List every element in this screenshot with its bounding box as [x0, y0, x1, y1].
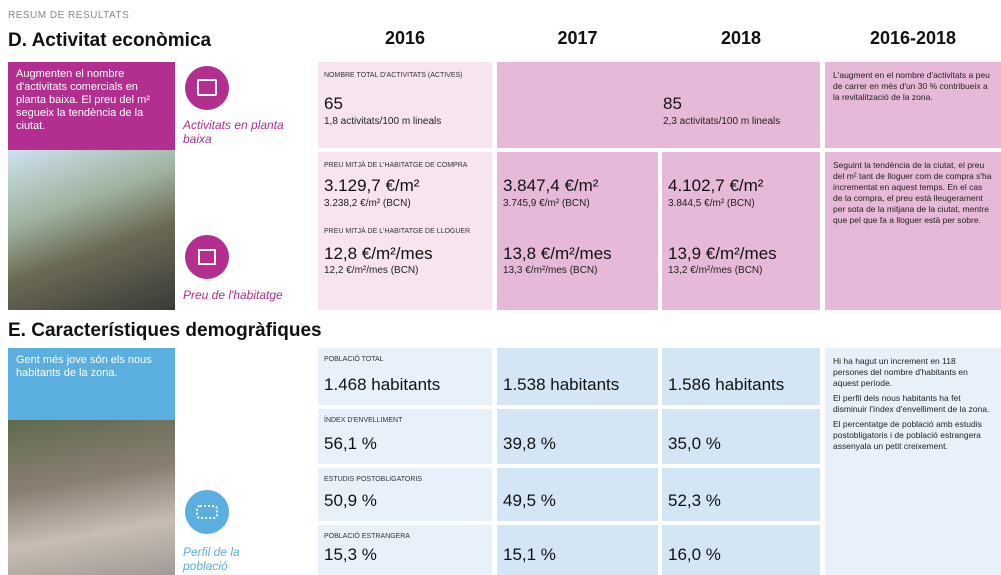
lbl: PREU MITJÀ DE L'HABITATGE DE COMPRA: [324, 162, 467, 169]
lbl: ESTUDIS POSTOBLIGATORIS: [324, 476, 422, 483]
icon: [185, 66, 229, 110]
note: Seguint la tendència de la ciutat, el pr…: [825, 152, 1001, 310]
main: 12,8 €/m²/mes: [324, 244, 433, 264]
div: [198, 249, 216, 265]
sub: 2,3 activitats/100 m lineals: [663, 116, 780, 127]
sec-title: D. Activitat econòmica: [8, 30, 211, 52]
lbl: PREU MITJÀ DE L'HABITATGE DE LLOGUER: [324, 228, 470, 235]
p: Seguint la tendència de la ciutat, el pr…: [833, 160, 993, 226]
main: 15,3 %: [324, 545, 377, 565]
col-head: 2018: [662, 28, 820, 49]
main: 4.102,7 €/m²: [668, 176, 763, 196]
sub: 13,3 €/m²/mes (BCN): [503, 265, 597, 276]
main: 50,9 %: [324, 491, 377, 511]
main: 49,5 %: [503, 491, 556, 511]
main: 39,8 %: [503, 434, 556, 454]
cell: ESTUDIS POSTOBLIGATORIS 50,9 %: [318, 468, 492, 521]
cell: ÍNDEX D'ENVELLIMENT 56,1 %: [318, 409, 492, 464]
page: RESUM DE RESULTATS D. Activitat econòmic…: [0, 0, 1001, 575]
kicker: RESUM DE RESULTATS: [8, 10, 129, 21]
lbl: ÍNDEX D'ENVELLIMENT: [324, 417, 402, 424]
sec-title: E. Característiques demogràfiques: [8, 320, 322, 342]
photo: [8, 150, 175, 310]
main: 1.468 habitants: [324, 375, 440, 395]
cell: 35,0 %: [662, 409, 820, 464]
sub: 13,2 €/m²/mes (BCN): [668, 265, 762, 276]
col-head: 2016: [318, 28, 492, 49]
lbl: NOMBRE TOTAL D'ACTIVITATS (actives): [324, 72, 463, 79]
main: 65: [324, 94, 343, 114]
main: 3.129,7 €/m²: [324, 176, 419, 196]
main: 1.538 habitants: [503, 375, 619, 395]
sub: 12,2 €/m²/mes (BCN): [324, 265, 418, 276]
cell: 15,1 %: [497, 525, 658, 575]
cell: 1.538 habitants: [497, 348, 658, 405]
main: 16,0 %: [668, 545, 721, 565]
main: 56,1 %: [324, 434, 377, 454]
topic: Preu de l'habitatge: [183, 288, 313, 302]
p: El percentatge de població amb estudis p…: [833, 419, 993, 452]
col-head: 2016-2018: [825, 28, 1001, 49]
lbl: POBLACIÓ ESTRANGERA: [324, 533, 410, 540]
cell: 52,3 %: [662, 468, 820, 521]
note: L'augment en el nombre d'activitats a pe…: [825, 62, 1001, 148]
main: 35,0 %: [668, 434, 721, 454]
main: 15,1 %: [503, 545, 556, 565]
cell: 1.586 habitants: [662, 348, 820, 405]
main: 13,8 €/m²/mes: [503, 244, 612, 264]
p: Hi ha hagut un increment en 118 persones…: [833, 356, 993, 389]
main: 1.586 habitants: [668, 375, 784, 395]
sub: 1,8 activitats/100 m lineals: [324, 116, 441, 127]
main: 52,3 %: [668, 491, 721, 511]
main: 13,9 €/m²/mes: [668, 244, 777, 264]
intro: Gent més jove són els nous habitants de …: [8, 348, 175, 420]
p: El perfil dels nous habitants ha fet dis…: [833, 393, 993, 415]
sub: 3.238,2 €/m² (BCN): [324, 198, 411, 209]
main: 3.847,4 €/m²: [503, 176, 598, 196]
div: [196, 505, 218, 519]
sub: 3.844,5 €/m² (BCN): [668, 198, 755, 209]
sub: 3.745,9 €/m² (BCN): [503, 198, 590, 209]
div: PREU MITJÀ DE L'HABITATGE DE COMPRA 3.12…: [318, 152, 492, 310]
div: 3.847,4 €/m² 3.745,9 €/m² (BCN) 13,8 €/m…: [497, 152, 658, 310]
intro: Augmenten el nombre d'activitats comerci…: [8, 62, 175, 150]
note: Hi ha hagut un increment en 118 persones…: [825, 348, 1001, 575]
icon: [185, 235, 229, 279]
cell: 49,5 %: [497, 468, 658, 521]
icon: [185, 490, 229, 534]
lbl: POBLACIÓ TOTAL: [324, 356, 384, 363]
div: 4.102,7 €/m² 3.844,5 €/m² (BCN) 13,9 €/m…: [662, 152, 820, 310]
cell: POBLACIÓ ESTRANGERA 15,3 %: [318, 525, 492, 575]
main: 85: [663, 94, 682, 114]
div: [197, 79, 217, 96]
photo: [8, 420, 175, 575]
cell: NOMBRE TOTAL D'ACTIVITATS (actives) 65 1…: [318, 62, 492, 148]
col-head: 2017: [497, 28, 658, 49]
topic: Activitats en planta baixa: [183, 118, 313, 146]
topic: Perfil de la població: [183, 545, 273, 573]
cell: 39,8 %: [497, 409, 658, 464]
p: L'augment en el nombre d'activitats a pe…: [833, 70, 993, 103]
cell: POBLACIÓ TOTAL 1.468 habitants: [318, 348, 492, 405]
cell: 85 2,3 activitats/100 m lineals: [497, 62, 820, 148]
cell: 16,0 %: [662, 525, 820, 575]
